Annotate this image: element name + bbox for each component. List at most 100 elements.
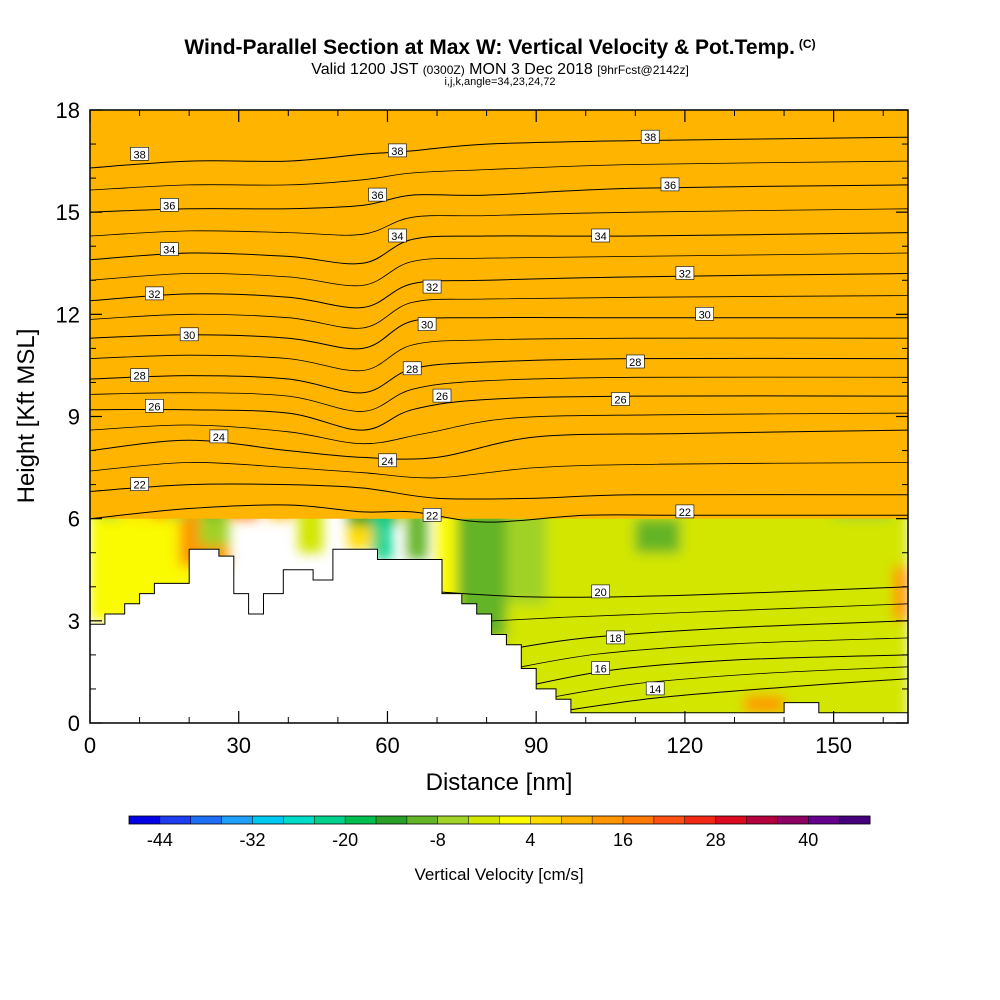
isentrope-14 (560, 678, 908, 712)
colorbar-swatch (530, 816, 562, 824)
svg-text:22: 22 (679, 507, 691, 519)
svg-text:30: 30 (421, 320, 433, 332)
velocity-region-40 (893, 566, 908, 621)
y-tick-label: 15 (56, 200, 80, 225)
contour-label-34: 34 (388, 228, 407, 243)
chart-grid-indices: i,j,k,angle=34,23,24,72 (444, 76, 556, 88)
svg-text:26: 26 (148, 401, 160, 413)
svg-text:32: 32 (148, 289, 160, 301)
colorbar-swatch (376, 816, 408, 824)
contour-label-26: 26 (432, 388, 452, 403)
contour-label-28: 28 (625, 354, 645, 369)
svg-text:38: 38 (391, 146, 403, 158)
contour-label-22: 22 (422, 507, 442, 522)
colorbar-tick-label: 40 (798, 830, 818, 850)
contour-label-38: 38 (640, 129, 660, 144)
x-tick-label: 90 (524, 733, 548, 758)
x-axis-label: Distance [nm] (426, 769, 573, 796)
contour-labels: 14 16 18 20 22 22 24 26 28 30 32 34 36 38 38 36 34 32 30 28… (130, 129, 715, 696)
contour-label-18: 18 (606, 630, 625, 645)
potential-temperature-contours (90, 136, 908, 712)
velocity-region-0 (90, 110, 908, 519)
svg-text:26: 26 (614, 395, 626, 407)
colorbar-tick-label: -32 (239, 830, 265, 850)
y-tick-label: 3 (68, 609, 80, 634)
contour-label-24: 24 (209, 429, 229, 444)
y-tick-label: 18 (56, 98, 80, 123)
isentrope-minor (541, 666, 908, 700)
colorbar-swatch (437, 816, 470, 824)
svg-text:26: 26 (436, 391, 448, 403)
isentrope-20 (436, 586, 908, 598)
contour-label-16: 16 (591, 661, 610, 676)
colorbar-swatch (499, 816, 531, 824)
svg-text:28: 28 (133, 371, 145, 383)
colorbar-swatch (129, 816, 161, 824)
colorbar-tick-label: 28 (706, 830, 726, 850)
colorbar-swatch (283, 816, 315, 824)
contour-label-38: 38 (130, 147, 149, 161)
isentrope-16 (521, 654, 908, 688)
terrain (89, 548, 909, 724)
isentrope-minor (503, 637, 908, 671)
x-tick-label: 60 (375, 733, 399, 758)
isentrope-minor (90, 462, 908, 479)
isentrope-minor (461, 603, 908, 623)
colorbar-swatch (715, 816, 748, 824)
terrain-mask (89, 548, 909, 724)
svg-text:32: 32 (679, 269, 691, 281)
contour-label-30: 30 (179, 327, 199, 342)
y-tick-label: 12 (56, 302, 80, 327)
isentrope-minor (90, 412, 908, 445)
colorbar-swatch (592, 816, 624, 824)
svg-text:34: 34 (594, 231, 606, 243)
contour-label-36: 36 (160, 198, 179, 212)
colorbar-swatch (684, 816, 717, 824)
colorbar-swatch (468, 816, 501, 824)
svg-text:28: 28 (406, 364, 418, 376)
isentrope-22 (90, 483, 908, 500)
colorbar-swatch (808, 816, 840, 824)
contour-label-22: 22 (130, 477, 149, 492)
contour-label-20: 20 (591, 584, 610, 599)
isentrope-26 (90, 395, 908, 431)
colorbar-swatch (746, 816, 778, 824)
isentrope-minor (90, 376, 908, 412)
contour-label-32: 32 (422, 279, 442, 294)
colorbar-label: Vertical Velocity [cm/s] (414, 865, 583, 884)
y-axis-label: Height [Kft MSL] (13, 329, 40, 504)
svg-text:36: 36 (163, 200, 175, 212)
colorbar-swatch (406, 816, 439, 824)
isentrope-34 (90, 232, 908, 265)
contour-label-26: 26 (611, 392, 630, 407)
colorbar-swatch (653, 816, 686, 824)
svg-text:30: 30 (699, 309, 711, 321)
contour-label-24: 24 (378, 453, 397, 468)
isentrope-18 (486, 620, 908, 654)
colorbar-swatch (623, 816, 655, 824)
isentrope-minor (90, 295, 908, 329)
isentrope-24 (90, 429, 908, 460)
colorbar-tick-label: -8 (430, 830, 446, 850)
y-tick-label: 0 (68, 711, 80, 736)
contour-label-36: 36 (660, 177, 680, 192)
colorbar-swatch (252, 816, 284, 824)
chart-title: Wind-Parallel Section at Max W: Vertical… (184, 36, 816, 59)
x-tick-label: 120 (667, 733, 704, 758)
svg-text:32: 32 (426, 282, 438, 294)
chart-valid-time: Valid 1200 JST (0300Z) MON 3 Dec 2018 [9… (311, 61, 689, 78)
isentrope-minor (90, 337, 908, 372)
y-tick-label: 6 (68, 507, 80, 532)
svg-text:34: 34 (391, 231, 403, 243)
svg-text:18: 18 (609, 633, 621, 645)
contour-label-28: 28 (402, 361, 422, 376)
contour-label-36: 36 (368, 187, 387, 202)
y-tick-label: 9 (68, 405, 80, 430)
isentrope-36 (90, 184, 908, 213)
contour-label-30: 30 (695, 306, 715, 321)
velocity-region-41 (744, 695, 785, 713)
contour-label-34: 34 (160, 242, 179, 257)
contour-label-32: 32 (675, 266, 695, 281)
